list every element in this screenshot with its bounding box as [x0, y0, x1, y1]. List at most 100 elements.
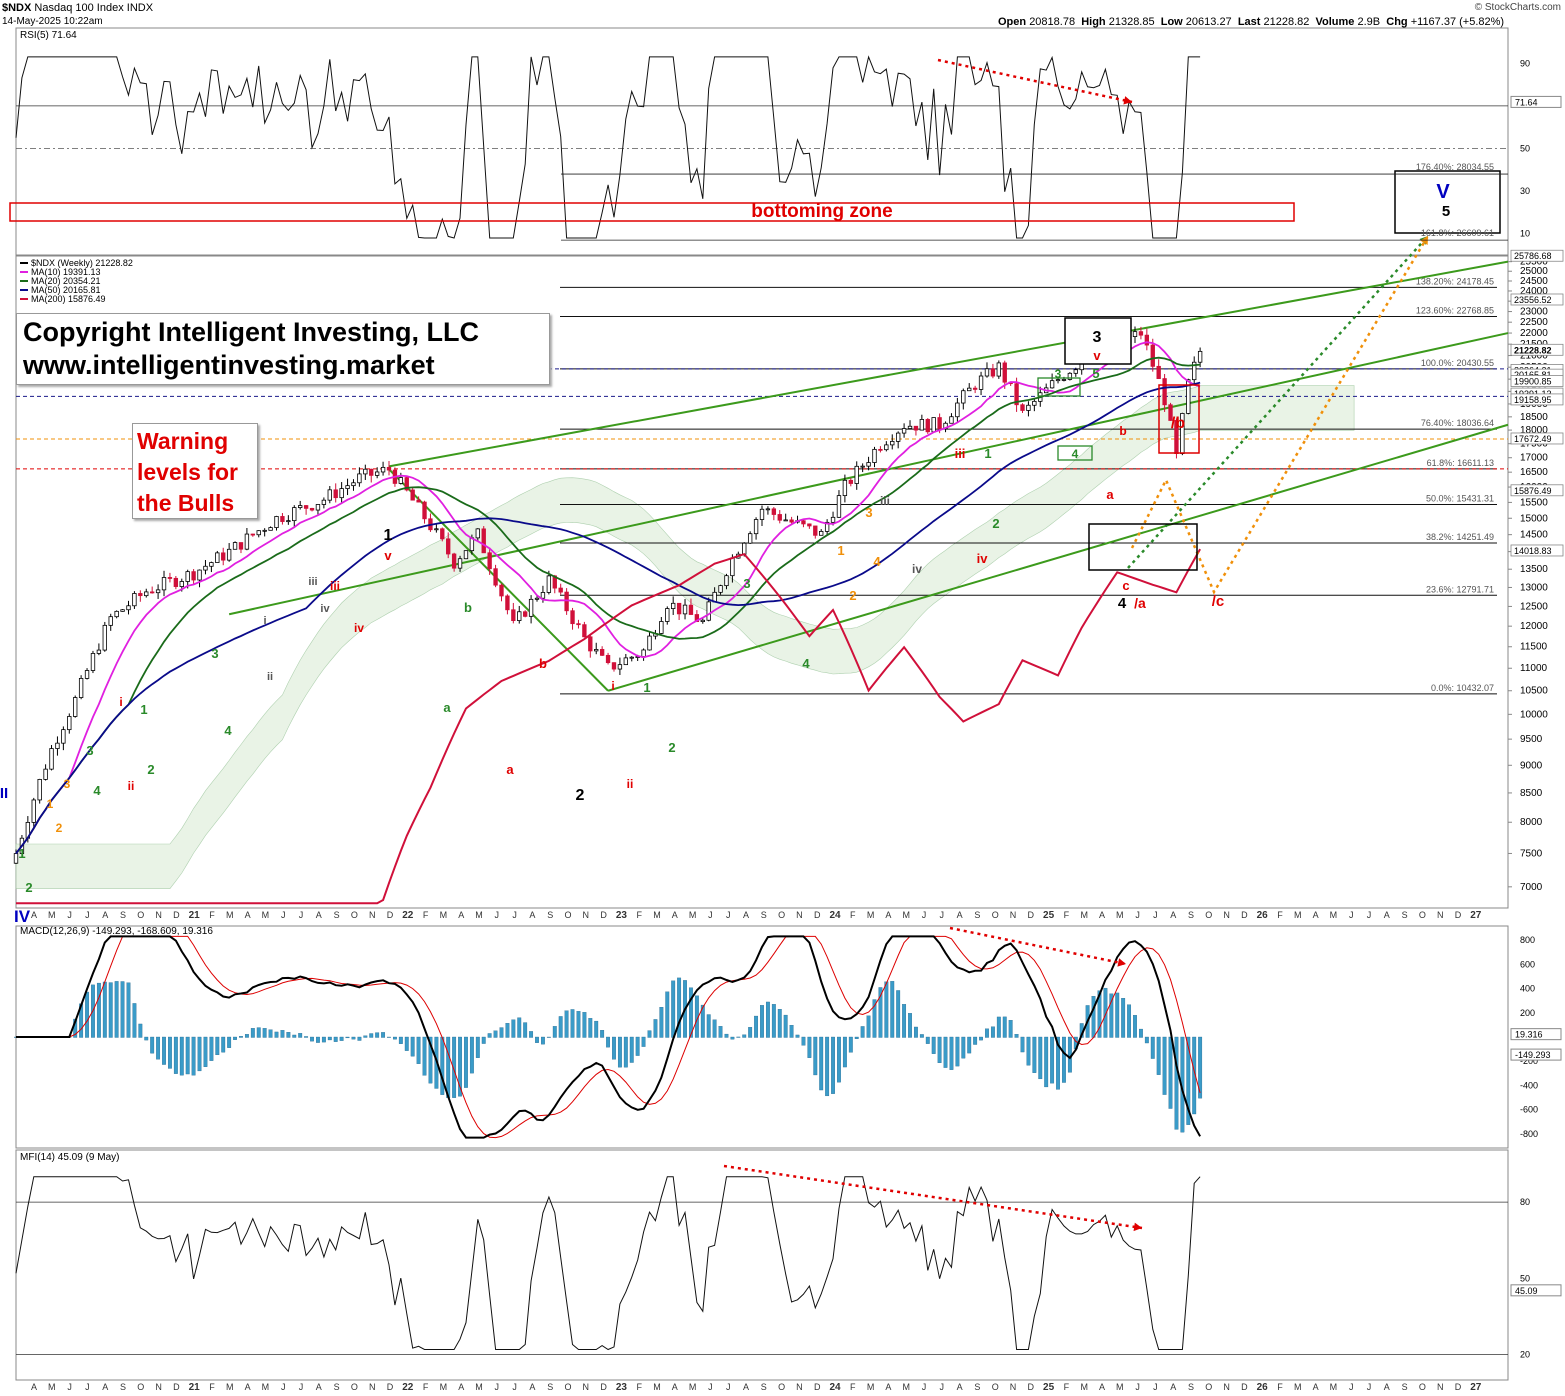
macd-line: [16, 935, 1201, 1139]
x-tick-label: A: [245, 910, 251, 920]
macd-histogram-bar: [860, 1026, 865, 1038]
candle: [884, 444, 889, 451]
wave-label: 3: [865, 505, 872, 520]
candle: [463, 550, 469, 560]
x-tick-label: O: [564, 910, 571, 920]
x-tick-label: F: [423, 910, 429, 920]
copyright-box: Copyright Intelligent Investing, LLC www…: [16, 313, 550, 385]
wave5-target-box: [1394, 170, 1501, 234]
x-tick-label-bottom: M: [653, 1382, 661, 1392]
macd-histogram-bar: [706, 1014, 711, 1038]
rsi-value-label: 71.64: [1515, 97, 1538, 107]
x-tick-label: F: [209, 910, 215, 920]
price-value-tag: [1510, 249, 1564, 262]
candle: [647, 635, 652, 651]
rsi-value-tag: [1510, 95, 1562, 108]
candle: [854, 465, 859, 484]
candle: [534, 597, 540, 600]
macd-histogram-bar: [197, 1036, 202, 1072]
macd-histogram-bar: [185, 1036, 190, 1075]
macd-histogram-bar: [1097, 990, 1102, 1038]
x-tick-label: M: [1294, 910, 1302, 920]
candle: [303, 505, 309, 509]
wave-label: v: [1093, 348, 1101, 363]
macd-histogram-bar: [286, 1032, 291, 1038]
price-tick-label: 11500: [1520, 642, 1548, 653]
x-tick-label-bottom: M: [1330, 1382, 1338, 1392]
candle: [1197, 350, 1203, 363]
wave-label: 5: [1442, 203, 1450, 220]
candle: [1002, 362, 1007, 383]
channel-lower: [607, 423, 1509, 692]
macd-histogram-bar: [659, 1007, 664, 1038]
x-tick-label-bottom: F: [636, 1382, 642, 1392]
x-tick-label: J: [85, 910, 90, 920]
macd-histogram-bar: [381, 1032, 386, 1038]
macd-histogram-bar: [789, 1025, 794, 1038]
candle: [949, 416, 954, 424]
candle: [173, 577, 179, 587]
candle: [49, 748, 54, 770]
panel-frame-rsi: [15, 27, 1509, 256]
price-tick-label: 7500: [1520, 848, 1543, 859]
wave-label: 4: [224, 723, 232, 738]
x-tick-label: S: [1402, 910, 1408, 920]
candle: [907, 425, 913, 429]
wave-label: a: [443, 700, 451, 715]
macd-histogram-bar: [600, 1030, 605, 1038]
x-tick-label-bottom: D: [600, 1382, 607, 1392]
macd-histogram-bar: [1174, 1036, 1179, 1130]
x-tick-label-bottom: M: [867, 1382, 875, 1392]
macd-histogram-bar: [244, 1034, 249, 1038]
candle: [1061, 379, 1067, 381]
macd-histogram-bar: [689, 987, 693, 1038]
candle: [700, 619, 705, 623]
x-tick-label: F: [1277, 910, 1283, 920]
candle: [659, 621, 664, 634]
macd-histogram-bar: [262, 1028, 267, 1038]
wave-label: 4: [93, 783, 101, 798]
ma20-line: [15, 356, 1201, 855]
candle: [611, 662, 617, 670]
candle: [996, 362, 1002, 377]
macd-histogram-bar: [404, 1036, 409, 1051]
ma50-line: [15, 381, 1201, 855]
x-tick-label: D: [1028, 910, 1035, 920]
x-tick-label: M: [689, 910, 697, 920]
macd-histogram-bar: [914, 1026, 918, 1038]
orange-projection-arrow-head: [1420, 236, 1428, 245]
x-tick-label: A: [316, 910, 322, 920]
rsi-title: RSI(5) 71.64: [20, 30, 77, 41]
x-tick-label: O: [1205, 910, 1212, 920]
wave-label: IV: [14, 907, 31, 926]
price-value-tag: [1510, 343, 1564, 356]
mfi-line: [15, 1176, 1201, 1351]
candle: [1020, 404, 1025, 411]
x-tick-label: A: [672, 910, 678, 920]
wave-label: 2: [576, 787, 585, 804]
candle: [55, 742, 60, 749]
macd-tick-label: -200: [1520, 1056, 1538, 1066]
wave-label: 2: [25, 880, 32, 895]
high-value: 21328.85: [1108, 16, 1155, 28]
price-tick-label: 24500: [1520, 276, 1548, 287]
x-tick-label: A: [529, 910, 535, 920]
macd-histogram-bar: [884, 981, 889, 1038]
price-tick-label: 17000: [1520, 453, 1548, 464]
price-tick-label: 22500: [1520, 317, 1548, 328]
candle: [78, 678, 84, 698]
x-tick-label-bottom: J: [512, 1382, 517, 1392]
x-tick-label-bottom: D: [814, 1382, 821, 1392]
candle: [84, 670, 90, 679]
x-tick-label: J: [299, 910, 304, 920]
candle: [126, 605, 131, 611]
x-tick-label: M: [262, 910, 270, 920]
x-tick-label: J: [1367, 910, 1372, 920]
x-tick-label: M: [902, 910, 910, 920]
macd-histogram-bar: [493, 1030, 498, 1038]
candle: [848, 479, 853, 484]
wave-label: a: [506, 762, 514, 777]
x-tick-label: J: [67, 910, 72, 920]
macd-histogram-bar: [558, 1016, 563, 1038]
macd-histogram-bar: [1103, 987, 1108, 1038]
